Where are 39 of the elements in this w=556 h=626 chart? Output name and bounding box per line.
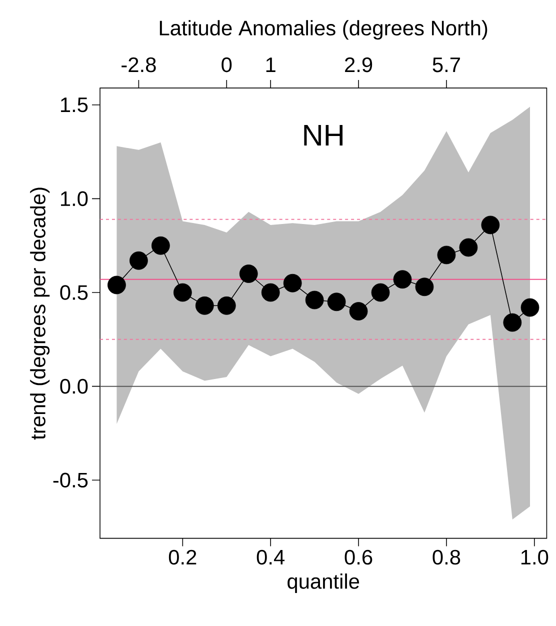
x-tick-label: 0.8 bbox=[432, 550, 460, 565]
point bbox=[415, 278, 434, 296]
point bbox=[261, 283, 280, 302]
point bbox=[283, 274, 302, 292]
annotation: NH bbox=[304, 124, 343, 146]
point bbox=[459, 238, 478, 257]
y-tick-label: 0.5 bbox=[60, 285, 88, 300]
point bbox=[520, 298, 540, 317]
y-tick-label: 1.0 bbox=[60, 191, 88, 206]
x-tick-label: 1.0 bbox=[521, 550, 548, 565]
point bbox=[327, 292, 346, 312]
y-tick-label: 1.5 bbox=[60, 98, 88, 112]
x-axis-title: quantile bbox=[288, 573, 360, 593]
point bbox=[239, 264, 258, 283]
point bbox=[437, 246, 456, 264]
point bbox=[371, 283, 390, 302]
point bbox=[129, 251, 148, 270]
y-tick-label: 0.0 bbox=[60, 378, 88, 394]
point bbox=[108, 276, 126, 294]
x-tick-label: 0.6 bbox=[344, 550, 372, 565]
point bbox=[305, 290, 324, 310]
point bbox=[217, 296, 236, 315]
point bbox=[151, 236, 170, 255]
annotation: 0 bbox=[222, 57, 232, 72]
x2-axis-title: Latitude Anomalies (degrees North) bbox=[160, 20, 488, 40]
x-tick-label: 0.2 bbox=[168, 550, 196, 565]
annotation: 1 bbox=[266, 58, 276, 72]
annotation: 5.7 bbox=[432, 58, 460, 72]
x-tick-label: 0.4 bbox=[256, 550, 285, 565]
annotation: -2.8 bbox=[122, 57, 156, 72]
point bbox=[349, 302, 368, 320]
y-axis-title: trend (degrees per decade) bbox=[30, 188, 50, 440]
point bbox=[503, 313, 522, 332]
annotation: 2.9 bbox=[345, 57, 372, 72]
y-tick-label: -0.5 bbox=[53, 472, 88, 488]
point bbox=[173, 283, 192, 302]
point bbox=[393, 270, 412, 289]
point bbox=[195, 296, 214, 315]
point bbox=[481, 216, 500, 234]
